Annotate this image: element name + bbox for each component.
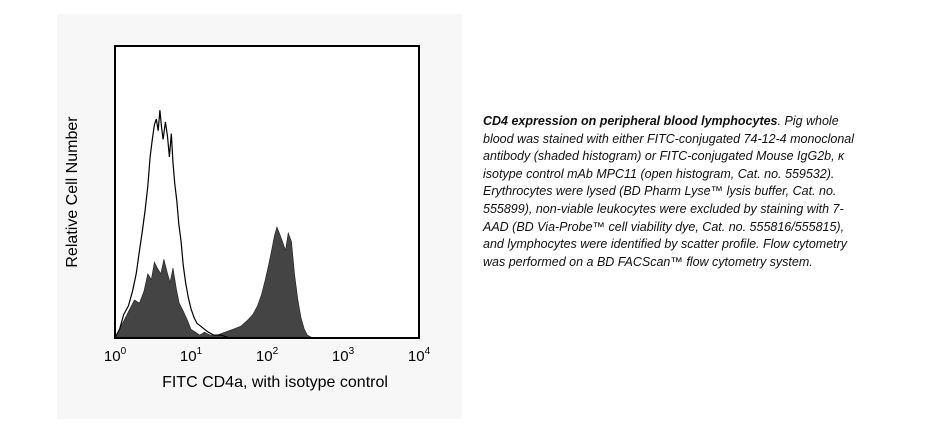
figure-caption: CD4 expression on peripheral blood lymph… [483,113,858,271]
x-tick-label: 100 [103,346,127,365]
x-tick-label: 101 [179,346,203,365]
x-tick-label: 103 [331,346,355,365]
y-axis-label: Relative Cell Number [64,116,81,268]
x-tick-label: 104 [407,346,431,365]
caption-body: . Pig whole blood was stained with eithe… [483,114,855,269]
x-tick-label: 102 [255,346,279,365]
open-histogram [114,110,245,339]
plot-frame [114,45,420,339]
caption-title: CD4 expression on peripheral blood lymph… [483,114,778,128]
x-axis-label: FITC CD4a, with isotype control [162,374,388,391]
